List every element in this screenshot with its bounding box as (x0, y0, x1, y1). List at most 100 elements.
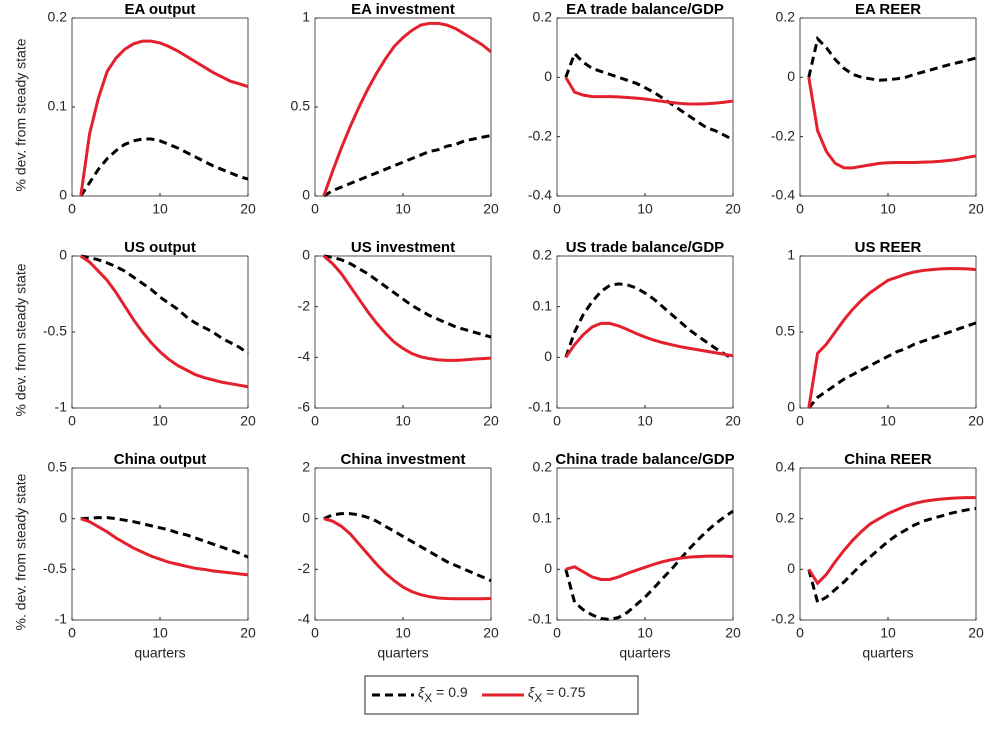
x-axis-label: quarters (619, 645, 670, 661)
x-tick-label: 20 (483, 201, 499, 217)
y-tick-label: -4 (298, 611, 311, 627)
y-tick-label: 0.2 (776, 509, 796, 525)
y-tick-label: 0.2 (533, 247, 553, 263)
y-tick-label: 0.1 (48, 98, 68, 114)
y-tick-label: 0 (59, 509, 67, 525)
y-tick-label: 0.5 (291, 98, 311, 114)
x-tick-label: 0 (311, 413, 319, 429)
x-tick-label: 10 (395, 413, 411, 429)
y-tick-label: 0.2 (533, 9, 553, 25)
x-tick-label: 20 (725, 413, 741, 429)
x-tick-label: 20 (240, 413, 256, 429)
series-line (807, 77, 977, 170)
y-tick-label: 1 (302, 9, 310, 25)
chart-title: EA trade balance/GDP (566, 1, 724, 18)
chart-title: China investment (340, 451, 465, 468)
y-tick-label: 0 (544, 68, 552, 84)
series-line (80, 517, 249, 577)
series-line (79, 137, 249, 197)
y-tick-label: 0.2 (533, 459, 553, 475)
x-tick-label: 0 (311, 625, 319, 641)
axes-box (556, 467, 734, 621)
y-tick-label: -1 (55, 399, 68, 415)
x-tick-label: 10 (637, 201, 653, 217)
series-line (564, 321, 734, 359)
chart-title: US output (124, 239, 196, 256)
y-tick-label: 0.5 (48, 459, 68, 475)
y-tick-label: 0 (302, 509, 310, 525)
chart-title: China output (114, 451, 206, 468)
series-line (807, 507, 977, 605)
chart-title: EA investment (351, 1, 455, 18)
x-tick-label: 0 (796, 625, 804, 641)
legend-label: ξX = 0.75 (528, 684, 586, 705)
series-line (323, 134, 492, 198)
series-line (807, 267, 977, 409)
y-tick-label: -0.4 (528, 187, 552, 203)
series-line (322, 254, 492, 362)
axes-box (71, 255, 249, 409)
y-tick-label: 0.2 (776, 9, 796, 25)
x-tick-label: 0 (553, 201, 561, 217)
chart-title: China REER (844, 451, 932, 468)
axes-box (314, 467, 492, 621)
series-line (323, 517, 492, 601)
x-axis-label: quarters (134, 645, 185, 661)
axes-box (71, 467, 249, 621)
y-tick-label: 0 (302, 187, 310, 203)
x-tick-label: 20 (725, 625, 741, 641)
x-tick-label: 10 (152, 201, 168, 217)
y-tick-label: 0.4 (776, 459, 796, 475)
series-line (564, 282, 734, 361)
y-tick-label: 0 (787, 399, 795, 415)
series-line (564, 50, 734, 141)
series-line (323, 254, 492, 339)
series-line (564, 509, 734, 622)
y-tick-label: -0.1 (528, 399, 552, 415)
y-axis-label: %. dev. from steady state (13, 473, 29, 630)
y-tick-label: -1 (55, 611, 68, 627)
x-tick-label: 20 (968, 413, 984, 429)
chart-title: EA REER (855, 1, 921, 18)
series-line (80, 516, 249, 559)
axes-box (314, 17, 492, 197)
y-tick-label: 1 (787, 247, 795, 263)
y-tick-label: 0 (544, 560, 552, 576)
x-tick-label: 10 (152, 625, 168, 641)
y-tick-label: 0.1 (533, 297, 553, 313)
x-tick-label: 0 (68, 625, 76, 641)
series-line (564, 76, 734, 106)
y-tick-label: 0 (59, 187, 67, 203)
chart-title: US REER (855, 239, 922, 256)
chart-title: US investment (351, 239, 455, 256)
y-tick-label: -0.1 (528, 611, 552, 627)
x-tick-label: 10 (637, 413, 653, 429)
chart-title: China trade balance/GDP (555, 451, 734, 468)
chart-title: US trade balance/GDP (566, 239, 724, 256)
x-tick-label: 10 (152, 413, 168, 429)
y-tick-label: -6 (298, 399, 311, 415)
y-tick-label: 0 (59, 247, 67, 263)
x-tick-label: 10 (395, 201, 411, 217)
x-tick-label: 20 (968, 625, 984, 641)
x-tick-label: 10 (880, 625, 896, 641)
x-tick-label: 10 (637, 625, 653, 641)
y-tick-label: -2 (298, 560, 311, 576)
series-line (565, 554, 734, 581)
x-axis-label: quarters (377, 645, 428, 661)
x-tick-label: 10 (880, 201, 896, 217)
legend-label: ξX = 0.9 (418, 684, 468, 705)
x-tick-label: 0 (796, 201, 804, 217)
y-axis-label: % dev. from steady state (13, 38, 29, 191)
x-tick-label: 0 (553, 625, 561, 641)
series-line (807, 496, 976, 586)
series-line (80, 254, 249, 355)
y-tick-label: -0.2 (771, 611, 795, 627)
series-line (322, 21, 492, 197)
y-tick-label: -0.5 (43, 323, 67, 339)
x-tick-label: 0 (68, 201, 76, 217)
x-tick-label: 20 (240, 201, 256, 217)
series-line (79, 254, 249, 389)
x-axis-label: quarters (862, 645, 913, 661)
x-tick-label: 20 (240, 625, 256, 641)
